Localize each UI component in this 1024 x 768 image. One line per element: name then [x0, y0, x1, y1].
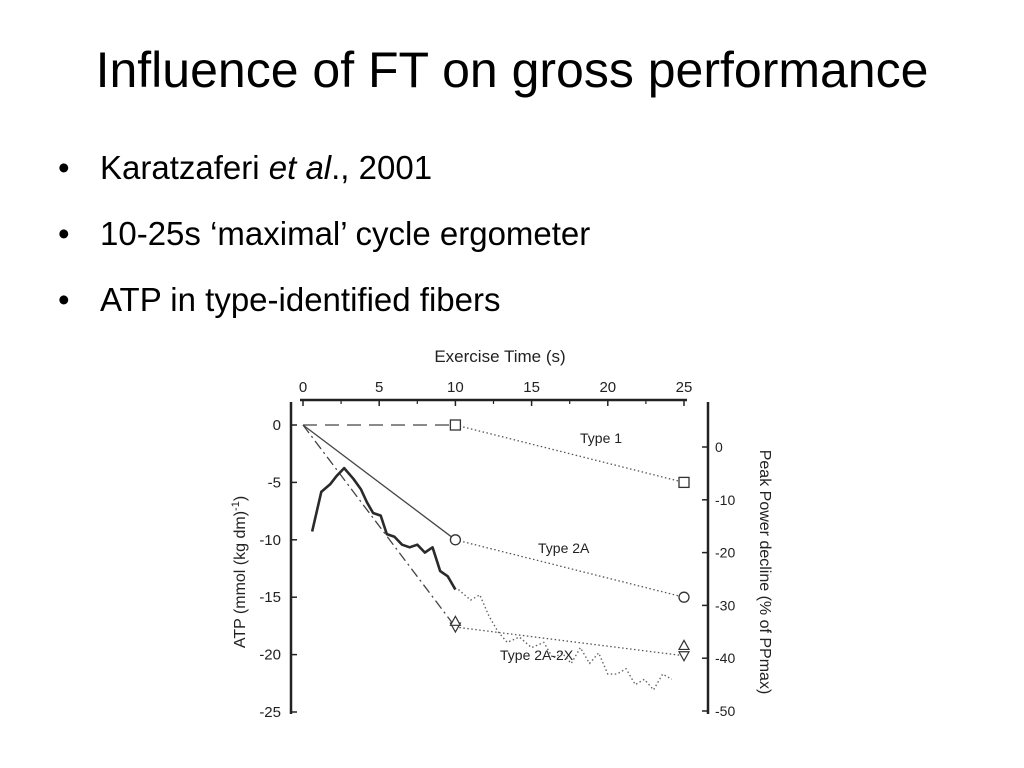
type2a-circle-marker — [449, 534, 462, 546]
bullet-glyph: • — [58, 149, 70, 186]
x-tick-label: 20 — [599, 379, 616, 396]
y-left-axis-title: ATP (mmol (kg dm)-1) — [230, 496, 249, 648]
type2a-line-solid — [302, 424, 456, 541]
x-tick-label: 0 — [299, 379, 307, 396]
chart-svg: Exercise Time (s) ATP (mmol (kg dm)-1) P… — [230, 347, 773, 721]
y-left-tick-label: -5 — [268, 474, 281, 491]
y-left-tick-label: -15 — [259, 589, 281, 606]
power-output-line-solid — [310, 466, 457, 591]
bullet-text-rest: ., 2001 — [331, 149, 433, 186]
y-left-label-sup: -1 — [230, 501, 242, 511]
y-left-tick-label: -10 — [259, 532, 281, 549]
chart-axes: 0 5 10 15 20 25 0 -5 -10 -15 -20 -25 0 -10 -20 -30 -40 -5… — [259, 379, 735, 721]
bullet-text: 10-25s ‘maximal’ cycle ergometer — [100, 215, 591, 252]
y-right-tick-label: 0 — [715, 439, 723, 455]
y-right-axis-title: Peak Power decline (% of PPmax) — [756, 450, 773, 695]
atp-power-chart: Exercise Time (s) ATP (mmol (kg dm)-1) P… — [215, 340, 795, 750]
y-left-tick-label: -25 — [259, 704, 281, 721]
bullet-text: Karatzaferi — [100, 149, 269, 186]
type2a2x-line-dashdot — [302, 424, 456, 628]
x-tick-label: 15 — [523, 379, 540, 396]
label-type2a2x: Type 2A-2X — [500, 647, 574, 663]
x-tick-label: 25 — [676, 379, 693, 396]
label-type2a: Type 2A — [538, 540, 590, 556]
power-output-line-dotted — [457, 589, 673, 691]
y-left-label-main: ATP (mmol (kg dm) — [232, 511, 249, 648]
y-left-label-close: ) — [232, 496, 249, 501]
x-tick-label: 5 — [375, 379, 383, 396]
x-axis-title: Exercise Time (s) — [434, 347, 565, 366]
bullet-list: • Karatzaferi et al., 2001 • 10-25s ‘maxim… — [58, 146, 590, 344]
bullet-glyph: • — [58, 281, 70, 318]
type2a-line-dotted — [455, 539, 685, 598]
type2a2x-triangle-down-marker — [677, 651, 691, 662]
bullet-italic-text: et al — [268, 149, 332, 186]
y-right-tick-label: -50 — [715, 703, 735, 719]
y-left-tick-label: -20 — [259, 647, 281, 664]
type1-square-marker — [449, 419, 462, 431]
type1-line-dotted — [455, 424, 685, 484]
y-right-tick-label: -40 — [715, 650, 735, 666]
bullet-item: • 10-25s ‘maximal’ cycle ergometer — [58, 212, 590, 256]
y-left-tick-label: 0 — [273, 417, 281, 434]
triangle-up-marker — [677, 639, 691, 651]
slide-title: Influence of FT on gross performance — [95, 42, 929, 98]
bullet-item: • Karatzaferi et al., 2001 — [58, 146, 590, 190]
bullet-text: ATP in type-identified fibers — [100, 281, 501, 318]
triangle-up-marker — [449, 615, 462, 626]
y-right-tick-label: -10 — [715, 492, 735, 508]
y-right-tick-label: -30 — [715, 597, 735, 613]
type2a-circle-marker — [678, 591, 690, 603]
y-right-tick-label: -20 — [715, 545, 735, 561]
bullet-glyph: • — [58, 215, 70, 252]
x-tick-label: 10 — [447, 379, 464, 396]
bullet-item: • ATP in type-identified fibers — [58, 278, 590, 322]
chart-marks — [302, 419, 691, 691]
type1-square-marker — [678, 476, 690, 489]
label-type1: Type 1 — [580, 430, 622, 446]
